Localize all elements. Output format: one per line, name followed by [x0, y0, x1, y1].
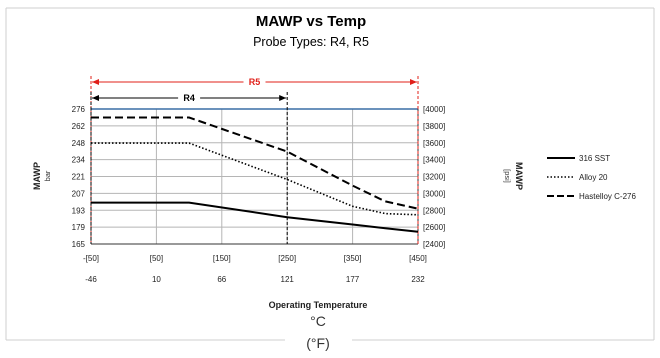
legend-label: Alloy 20: [579, 173, 608, 182]
series-line-alloy-20: [91, 142, 419, 216]
x-tick-label-c: 10: [152, 275, 161, 284]
y-right-tick-label: [2600]: [423, 223, 445, 232]
x-tick-label-f: [350]: [344, 254, 362, 263]
y-left-tick-label: 165: [72, 240, 86, 249]
range-r4-arrowhead-left: [92, 95, 99, 101]
y-left-tick-label: 179: [72, 223, 86, 232]
x-tick-label-c: 66: [217, 275, 226, 284]
range-r5-label-bg: [243, 75, 266, 87]
x-tick-label-f: [150]: [213, 254, 231, 263]
y-right-tick-label: [3800]: [423, 122, 445, 131]
x-axis-unit-c: °C: [310, 313, 326, 329]
x-axis-label: Operating Temperature: [269, 300, 368, 310]
x-tick-label-c: 177: [346, 275, 360, 284]
y-left-tick-label: 207: [72, 189, 86, 198]
y-right-tick-label: [3400]: [423, 156, 445, 165]
range-r5-arrowhead-right: [410, 79, 417, 85]
x-tick-label-f: -[50]: [83, 254, 99, 263]
range-r5-arrowhead-left: [92, 79, 99, 85]
y-right-tick-label: [3600]: [423, 139, 445, 148]
x-tick-label-f: [450]: [409, 254, 427, 263]
x-ticks: -[50] [50] [150] [250] [350] [450] -46 10 66 121 1…: [83, 254, 427, 284]
y-right-tick-label: [4000]: [423, 105, 445, 114]
chart-title: MAWP vs Temp: [256, 13, 366, 30]
legend-label: Hastelloy C-276: [579, 192, 636, 201]
range-r4-label: R4: [183, 93, 195, 103]
y-left-tick-label: 221: [72, 173, 86, 182]
series-line-hastelloy-c-276: [91, 116, 419, 210]
y-right-axis-label: MAWP: [514, 162, 524, 190]
y-right-unit-label: [psi]: [503, 169, 512, 183]
y-right-tick-label: [3000]: [423, 189, 445, 198]
range-r5-label: R5: [249, 77, 261, 87]
y-right-ticks: [2400] [2600] [2800] [3000] [3200] [3400] [360…: [423, 105, 445, 249]
chart-subtitle: Probe Types: R4, R5: [253, 35, 369, 49]
x-tick-label-f: [250]: [278, 254, 296, 263]
y-left-tick-label: 193: [72, 206, 86, 215]
y-left-tick-label: 262: [72, 122, 86, 131]
series-line-316-sst: [91, 201, 419, 233]
y-left-unit-label: bar: [43, 170, 52, 181]
y-left-tick-label: 276: [72, 105, 86, 114]
y-right-tick-label: [2800]: [423, 206, 445, 215]
chart-frame: [5, 7, 655, 341]
x-tick-label-f: [50]: [150, 254, 163, 263]
range-r4-arrowhead-right: [279, 95, 287, 101]
series-lines: [91, 116, 419, 233]
y-left-tick-label: 234: [72, 156, 86, 165]
x-tick-label-c: 121: [281, 275, 295, 284]
y-right-tick-label: [2400]: [423, 240, 445, 249]
y-left-ticks: 165 179 193 207 221 234 248 262 276: [72, 105, 86, 249]
range-r4-label-bg: [178, 91, 201, 103]
legend-label: 316 SST: [579, 154, 610, 163]
x-tick-label-c: 232: [411, 275, 425, 284]
legend: 316 SST Alloy 20 Hastelloy C-276: [547, 154, 636, 201]
y-right-tick-label: [3200]: [423, 173, 445, 182]
y-left-tick-label: 248: [72, 139, 86, 148]
y-left-axis-label: MAWP: [32, 162, 42, 190]
x-axis-unit-f: (°F): [306, 335, 329, 351]
x-tick-label-c: -46: [85, 275, 97, 284]
plot-grid: [90, 108, 419, 245]
